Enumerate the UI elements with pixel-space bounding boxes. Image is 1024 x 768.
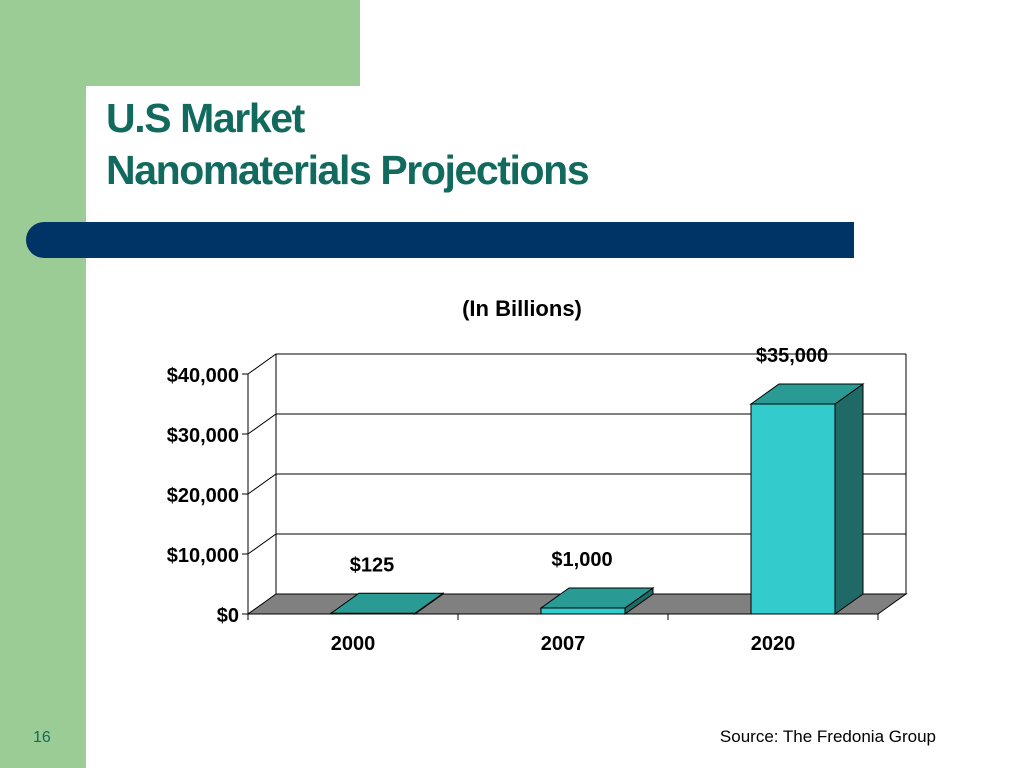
x-tick-label: 2007 [541,633,586,655]
chart-gridlines [247,353,906,555]
bar-2020 [749,383,865,615]
slide-title-line-2: Nanomaterials Projections [106,147,590,193]
slide-title: U.S Market Nanomaterials Projections [106,92,590,196]
y-tick-label: $20,000 [167,485,239,507]
green-sidebar [0,0,86,768]
data-label: $1,000 [551,549,612,571]
data-labels: $125 $1,000 $35,000 [350,345,828,576]
slide-title-line-1: U.S Market [106,95,305,141]
bar-top [749,383,865,405]
bar-front [750,403,836,615]
source-credit: Source: The Fredonia Group [719,727,936,746]
bar-2000 [329,592,445,615]
bar-side [834,383,864,615]
green-header-block [0,0,360,86]
y-tick-label: $10,000 [167,545,239,567]
x-tick-label: 2000 [331,633,376,655]
chart-bars [329,383,865,615]
bar-front [540,607,626,615]
y-tick-label: $30,000 [167,425,239,447]
content-panel [86,86,1024,768]
bar-2007 [539,587,655,615]
y-axis: $0 $10,000 $20,000 $30,000 $40,000 [167,365,249,627]
y-tick-label: $0 [217,605,239,627]
gridline [247,413,906,435]
title-divider-bar [26,222,854,258]
gridline [247,473,906,495]
y-tick-label: $40,000 [167,365,239,387]
page-number: 16 [33,729,51,746]
gridline [247,533,906,555]
gridline [247,353,906,375]
bar-top [329,592,445,614]
data-label: $125 [350,554,395,576]
bar-top [539,587,655,609]
chart-title: (In Billions) [462,296,582,321]
data-label: $35,000 [756,345,828,367]
x-tick-label: 2020 [751,633,796,655]
x-axis: 2000 2007 2020 [247,613,879,655]
